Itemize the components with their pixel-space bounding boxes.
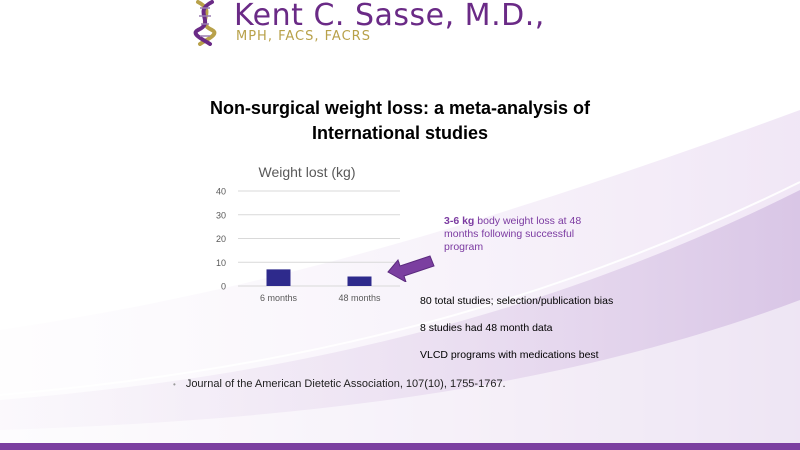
logo-credentials: MPH, FACS, FACRS xyxy=(236,29,371,44)
x-tick-label: 6 months xyxy=(260,293,298,303)
arrow-left-icon xyxy=(387,255,435,282)
callout-text: 3-6 kg body weight loss at 48 months fol… xyxy=(444,215,614,254)
bar xyxy=(347,276,372,286)
slide-title-line-1: Non-surgical weight loss: a meta-analysi… xyxy=(209,98,591,118)
callout-highlight: 3-6 kg xyxy=(444,215,475,227)
dna-helix-icon xyxy=(193,0,217,46)
chart-title: Weight lost (kg) xyxy=(259,164,356,180)
y-tick-label: 0 xyxy=(221,282,226,292)
x-tick-label: 48 months xyxy=(338,293,381,303)
y-tick-label: 20 xyxy=(216,234,226,244)
y-tick-label: 40 xyxy=(216,187,226,197)
finding-item: VLCD programs with medications best xyxy=(420,349,599,361)
citation: • Journal of the American Dietetic Associ… xyxy=(173,378,506,390)
logo-name: Kent C. Sasse, M.D., xyxy=(234,0,545,33)
slide-title-line-2: International studies xyxy=(311,123,489,143)
finding-item: 8 studies had 48 month data xyxy=(420,322,553,334)
y-tick-label: 10 xyxy=(216,258,226,268)
weight-lost-chart: Weight lost (kg) 0 10 20 30 40 6 months 48 mo… xyxy=(216,164,400,303)
bar xyxy=(266,269,291,286)
logo: Kent C. Sasse, M.D., MPH, FACS, FACRS xyxy=(186,0,626,48)
y-tick-label: 30 xyxy=(216,210,226,220)
finding-item: 80 total studies; selection/publication … xyxy=(420,295,614,307)
bullet-dot-icon: • xyxy=(173,379,176,389)
slide-title: Non-surgical weight loss: a meta-analysi… xyxy=(150,96,650,146)
citation-text: Journal of the American Dietetic Associa… xyxy=(185,378,506,390)
callout-body: body weight loss at 48 months following … xyxy=(444,215,582,253)
footer-bar xyxy=(0,443,800,450)
